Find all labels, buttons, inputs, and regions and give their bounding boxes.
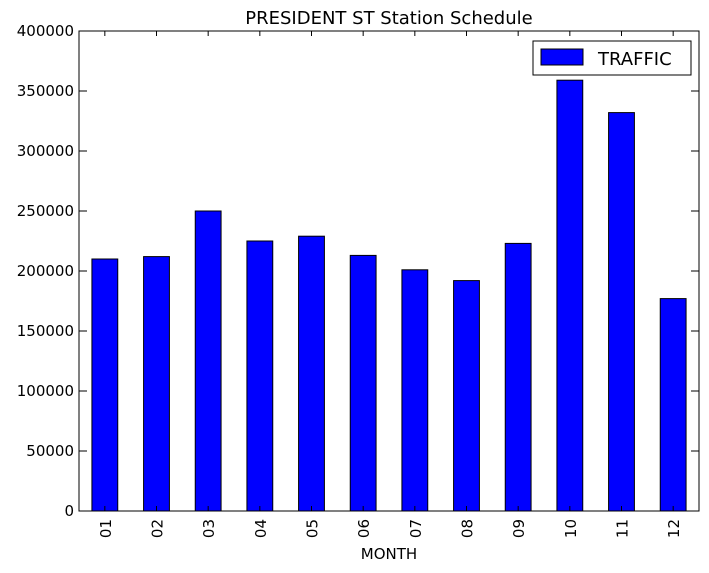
plot-frame [78,30,700,512]
y-tick-label: 350000 [17,82,74,100]
y-tick-label: 400000 [17,22,74,40]
x-tick-label: 08 [459,519,477,538]
x-tick-label: 10 [562,519,580,538]
x-tick-label: 12 [665,519,683,538]
bar-04 [246,240,274,512]
bar-12 [659,298,687,512]
y-tick-label: 200000 [17,262,74,280]
x-tick-label: 07 [407,519,425,538]
x-tick-label: 06 [355,519,373,538]
x-tick-label: 02 [149,519,167,538]
x-tick-label: 11 [614,519,632,538]
x-axis-label: MONTH [361,545,417,563]
legend: TRAFFIC [532,40,692,76]
y-tick-label: 100000 [17,382,74,400]
y-tick-label: 250000 [17,202,74,220]
bars-layer [91,79,687,512]
bar-03 [194,210,222,512]
bar-05 [298,235,325,512]
bar-08 [453,280,480,512]
x-tick-label: 04 [252,519,270,538]
y-tick-label: 50000 [26,442,74,460]
bar-02 [143,256,170,512]
bar-01 [91,258,119,512]
y-tick-label: 300000 [17,142,74,160]
chart-title: PRESIDENT ST Station Schedule [245,8,532,29]
x-tick-label: 09 [510,519,528,538]
x-tick-label: 05 [304,519,322,538]
legend-label: TRAFFIC [597,49,672,70]
ticks-layer: 01 02 03 04 05 06 07 08 09 10 11 12 0 50000 100000 1500… [17,22,699,538]
x-tick-label: 03 [200,519,218,538]
bar-07 [401,269,429,512]
legend-swatch [540,48,584,66]
bar-10 [556,79,584,512]
y-tick-label: 0 [64,502,74,520]
x-tick-label: 01 [97,519,115,538]
y-tick-label: 150000 [17,322,74,340]
bar-11 [608,112,635,512]
bar-09 [504,242,532,512]
bar-06 [349,254,377,512]
